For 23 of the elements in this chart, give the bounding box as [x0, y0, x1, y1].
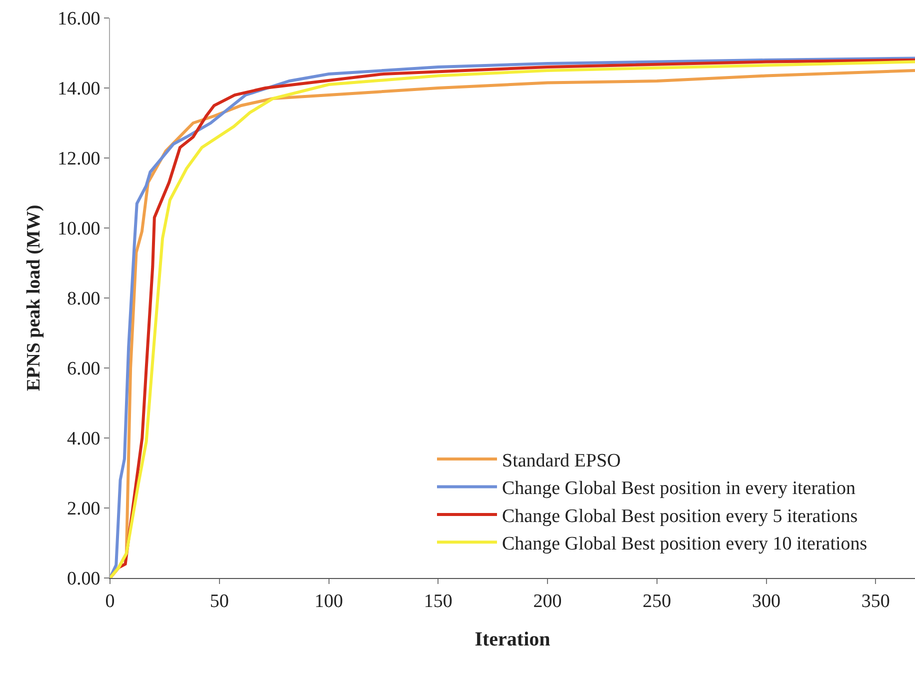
- x-tick-label: 50: [210, 590, 229, 612]
- x-tick-label: 0: [105, 590, 115, 612]
- x-tick-label: 250: [642, 590, 672, 612]
- legend-label: Change Global Best position in every iteration: [502, 478, 856, 500]
- legend-label: Change Global Best position every 10 iterations: [502, 534, 868, 555]
- y-tick-label: 2.00: [66, 498, 100, 520]
- y-axis-title: EPNS peak load (MW): [23, 204, 44, 392]
- y-tick-label: 6.00: [66, 358, 100, 380]
- legend-label: Standard EPSO: [502, 450, 621, 472]
- y-tick-label: 8.00: [66, 288, 100, 310]
- y-tick-label: 4.00: [66, 428, 100, 450]
- x-tick-label: 200: [533, 590, 562, 612]
- x-axis-title: Iteration: [474, 628, 550, 650]
- y-tick-label: 0.00: [66, 568, 100, 590]
- y-tick-label: 14.00: [57, 78, 100, 100]
- y-tick-label: 12.00: [57, 148, 100, 170]
- x-tick-label: 300: [752, 590, 780, 612]
- x-tick-label: 150: [424, 590, 452, 612]
- y-tick-label: 16.00: [57, 8, 100, 30]
- x-tick-label: 350: [861, 590, 890, 612]
- y-tick-label: 10.00: [57, 218, 100, 240]
- legend-label: Change Global Best position every 5 iterations: [502, 506, 858, 527]
- x-tick-label: 100: [314, 590, 343, 612]
